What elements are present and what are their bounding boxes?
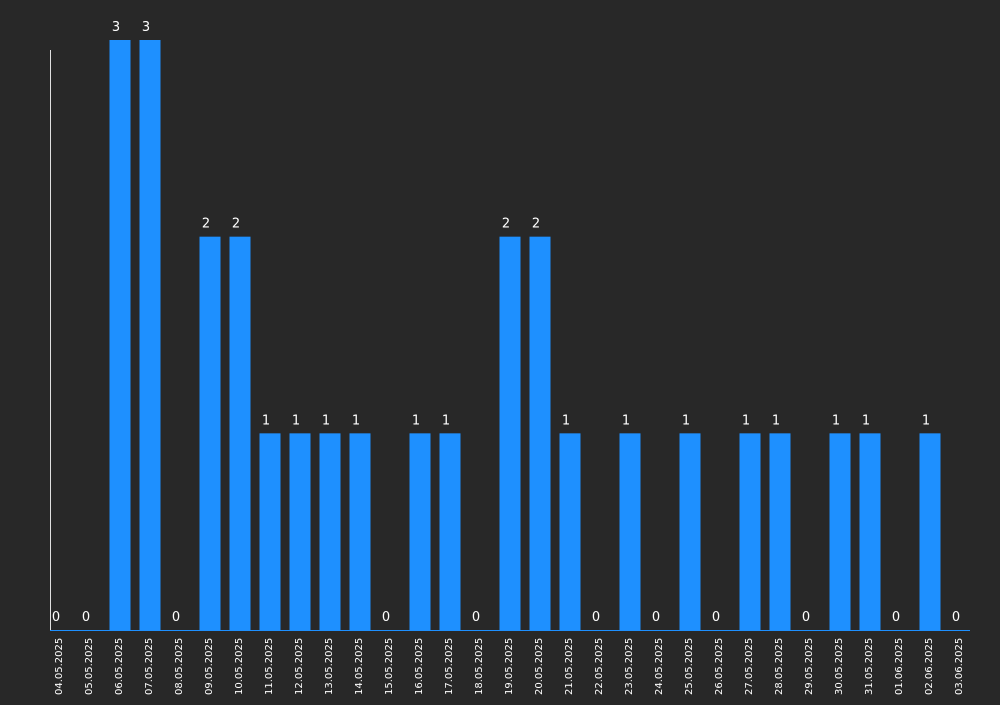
data-label-25.05.2025: 1 (682, 413, 690, 428)
data-label-31.05.2025: 1 (862, 413, 870, 428)
bar-11.05.2025 (259, 433, 281, 630)
bar-12.05.2025 (289, 433, 311, 630)
x-tick-label-09.05.2025: 09.05.2025 (204, 638, 215, 695)
bar-25.05.2025 (679, 433, 701, 630)
x-tick-label-30.05.2025: 30.05.2025 (834, 638, 845, 695)
x-tick-label-23.05.2025: 23.05.2025 (624, 638, 635, 695)
axes-layer (50, 50, 970, 631)
bar-23.05.2025 (619, 433, 641, 630)
bar-09.05.2025 (199, 236, 221, 630)
x-tick-label-24.05.2025: 24.05.2025 (654, 638, 665, 695)
bar-27.05.2025 (739, 433, 761, 630)
bar-19.05.2025 (499, 236, 521, 630)
x-tick-label-18.05.2025: 18.05.2025 (474, 638, 485, 695)
data-label-18.05.2025: 0 (472, 610, 480, 625)
x-tick-label-11.05.2025: 11.05.2025 (264, 638, 275, 695)
data-label-05.05.2025: 0 (82, 610, 90, 625)
x-tick-label-13.05.2025: 13.05.2025 (324, 638, 335, 695)
bar-06.05.2025 (109, 40, 131, 630)
x-tick-label-20.05.2025: 20.05.2025 (534, 638, 545, 695)
data-label-28.05.2025: 1 (772, 413, 780, 428)
data-label-21.05.2025: 1 (562, 413, 570, 428)
data-label-14.05.2025: 1 (352, 413, 360, 428)
data-label-06.05.2025: 3 (112, 20, 120, 35)
data-label-24.05.2025: 0 (652, 610, 660, 625)
x-tick-label-14.05.2025: 14.05.2025 (354, 638, 365, 695)
data-label-23.05.2025: 1 (622, 413, 630, 428)
x-tick-label-25.05.2025: 25.05.2025 (684, 638, 695, 695)
data-label-07.05.2025: 3 (142, 20, 150, 35)
data-label-09.05.2025: 2 (202, 217, 210, 232)
data-label-16.05.2025: 1 (412, 413, 420, 428)
bar-31.05.2025 (859, 433, 881, 630)
x-tick-label-31.05.2025: 31.05.2025 (864, 638, 875, 695)
x-tick-label-21.05.2025: 21.05.2025 (564, 638, 575, 695)
x-tick-label-03.06.2025: 03.06.2025 (954, 638, 965, 695)
x-tick-label-17.05.2025: 17.05.2025 (444, 638, 455, 695)
x-tick-label-16.05.2025: 16.05.2025 (414, 638, 425, 695)
x-tick-label-01.06.2025: 01.06.2025 (894, 638, 905, 695)
data-label-17.05.2025: 1 (442, 413, 450, 428)
x-tick-label-05.05.2025: 05.05.2025 (84, 638, 95, 695)
bar-10.05.2025 (229, 236, 251, 630)
x-tick-label-28.05.2025: 28.05.2025 (774, 638, 785, 695)
data-label-26.05.2025: 0 (712, 610, 720, 625)
bar-13.05.2025 (319, 433, 341, 630)
x-tick-label-04.05.2025: 04.05.2025 (54, 638, 65, 695)
x-tick-label-29.05.2025: 29.05.2025 (804, 638, 815, 695)
x-tick-label-06.05.2025: 06.05.2025 (114, 638, 125, 695)
bar-20.05.2025 (529, 236, 551, 630)
data-label-13.05.2025: 1 (322, 413, 330, 428)
x-tick-labels-layer: 04.05.2025 05.05.2025 06.05.2025 07.05.2025… (54, 638, 965, 695)
data-label-02.06.2025: 1 (922, 413, 930, 428)
data-label-15.05.2025: 0 (382, 610, 390, 625)
bar-14.05.2025 (349, 433, 371, 630)
data-label-08.05.2025: 0 (172, 610, 180, 625)
x-tick-label-19.05.2025: 19.05.2025 (504, 638, 515, 695)
data-label-19.05.2025: 2 (502, 217, 510, 232)
data-label-29.05.2025: 0 (802, 610, 810, 625)
bar-28.05.2025 (769, 433, 791, 630)
bar-30.05.2025 (829, 433, 851, 630)
data-label-11.05.2025: 1 (262, 413, 270, 428)
x-tick-label-07.05.2025: 07.05.2025 (144, 638, 155, 695)
data-label-30.05.2025: 1 (832, 413, 840, 428)
data-label-20.05.2025: 2 (532, 217, 540, 232)
data-label-12.05.2025: 1 (292, 413, 300, 428)
data-label-04.05.2025: 0 (52, 610, 60, 625)
x-tick-label-10.05.2025: 10.05.2025 (234, 638, 245, 695)
x-tick-label-26.05.2025: 26.05.2025 (714, 638, 725, 695)
bar-16.05.2025 (409, 433, 431, 630)
bars-layer (109, 40, 941, 630)
bar-07.05.2025 (139, 40, 161, 630)
bar-17.05.2025 (439, 433, 461, 630)
x-tick-label-08.05.2025: 08.05.2025 (174, 638, 185, 695)
x-tick-label-02.06.2025: 02.06.2025 (924, 638, 935, 695)
data-labels-layer: 0 0 3 3 0 2 2 1 1 1 1 0 1 1 0 2 2 1 0 1 0 1 0 1 1 0 1 1 0 1 0 (52, 20, 960, 625)
data-label-10.05.2025: 2 (232, 217, 240, 232)
data-label-27.05.2025: 1 (742, 413, 750, 428)
x-tick-label-12.05.2025: 12.05.2025 (294, 638, 305, 695)
x-tick-label-15.05.2025: 15.05.2025 (384, 638, 395, 695)
bar-02.06.2025 (919, 433, 941, 630)
x-tick-label-27.05.2025: 27.05.2025 (744, 638, 755, 695)
x-tick-label-22.05.2025: 22.05.2025 (594, 638, 605, 695)
data-label-03.06.2025: 0 (952, 610, 960, 625)
bar-21.05.2025 (559, 433, 581, 630)
data-label-22.05.2025: 0 (592, 610, 600, 625)
data-label-01.06.2025: 0 (892, 610, 900, 625)
